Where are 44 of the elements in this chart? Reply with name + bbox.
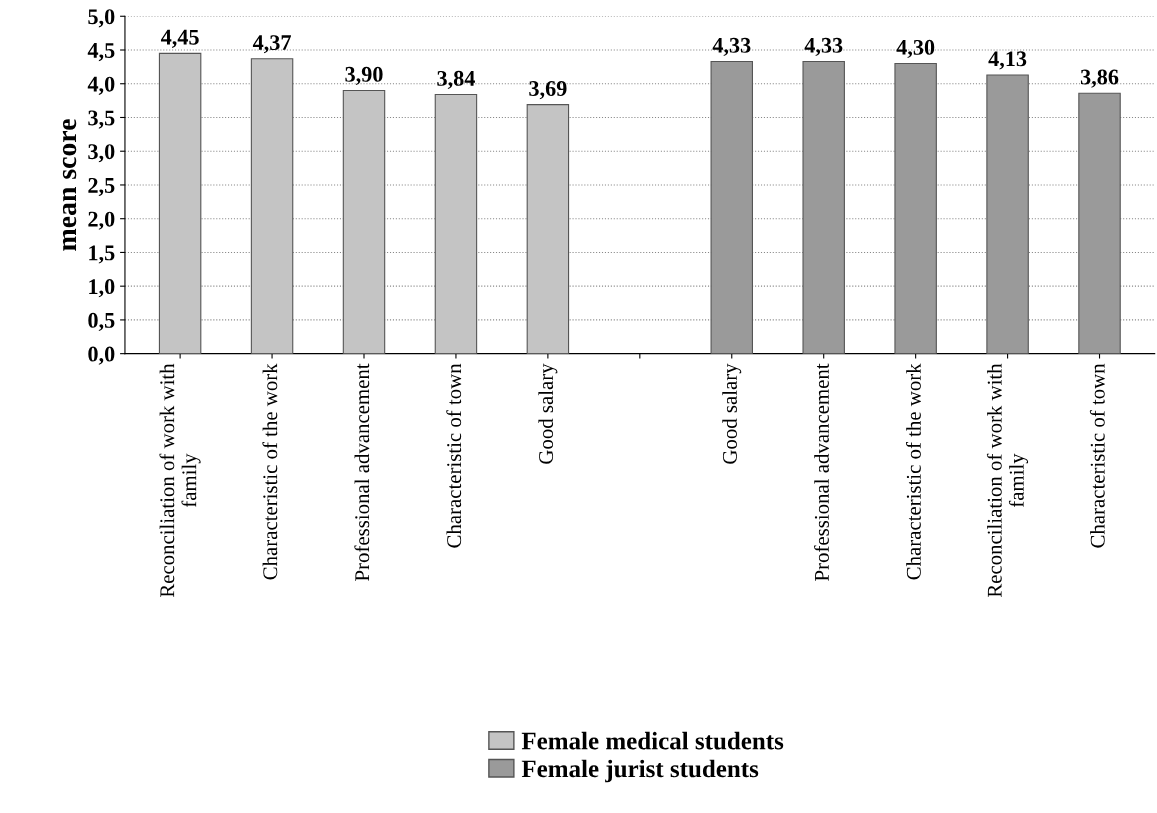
bar xyxy=(526,104,570,354)
x-tick-label: Characteristic of the work xyxy=(262,363,278,580)
x-tick-label: Good salary xyxy=(722,363,742,464)
data-label: 3,86 xyxy=(1080,69,1119,88)
data-label: 4,33 xyxy=(804,37,843,57)
y-tick-label: 3,0 xyxy=(88,144,115,163)
bar xyxy=(802,60,845,354)
x-tick-label: Characteristic of town xyxy=(1089,363,1105,548)
data-label: 4,45 xyxy=(160,29,199,48)
data-label: 4,33 xyxy=(712,37,751,57)
x-tick-label: Professional advancement xyxy=(354,363,370,581)
bar xyxy=(986,74,1029,354)
data-label: 3,90 xyxy=(345,66,383,86)
bar xyxy=(710,60,754,354)
bar xyxy=(342,89,386,354)
bar xyxy=(894,62,937,354)
y-axis-title: mean score xyxy=(62,119,77,251)
y-tick-label: 1,0 xyxy=(89,279,115,298)
bar xyxy=(1078,92,1121,354)
legend-label: Female medical students xyxy=(521,731,784,750)
bar xyxy=(250,58,294,354)
y-tick-label: 1,5 xyxy=(89,245,115,264)
y-tick-label: 0,5 xyxy=(88,312,115,332)
x-tick-label: Characteristic of the work xyxy=(905,363,921,580)
x-tick-label: Characteristic of town xyxy=(446,363,462,548)
legend-label: Female jurist students xyxy=(521,759,759,783)
y-tick-label: 5,0 xyxy=(88,9,115,28)
y-tick-label: 3,5 xyxy=(88,110,115,129)
bar xyxy=(158,52,202,354)
y-tick-label: 4,5 xyxy=(87,43,115,62)
y-tick-label: 4,0 xyxy=(87,76,115,95)
data-label: 3,69 xyxy=(529,81,567,100)
data-label: 4,37 xyxy=(252,35,291,54)
y-tick-label: 0,0 xyxy=(88,346,115,365)
bar xyxy=(434,93,478,354)
x-tick-label: Professional advancement xyxy=(814,363,829,581)
data-label: 4,30 xyxy=(896,39,935,59)
x-tick-label: Good salary xyxy=(538,363,558,464)
y-tick-label: 2,5 xyxy=(88,177,115,197)
x-tick-label: Reconciliation of work with family xyxy=(986,363,1029,598)
y-tick-label: 2,0 xyxy=(88,211,115,230)
data-label: 3,84 xyxy=(437,70,475,90)
data-label: 4,13 xyxy=(988,51,1027,70)
x-tick-label: Reconciliation of work with family xyxy=(159,363,201,598)
